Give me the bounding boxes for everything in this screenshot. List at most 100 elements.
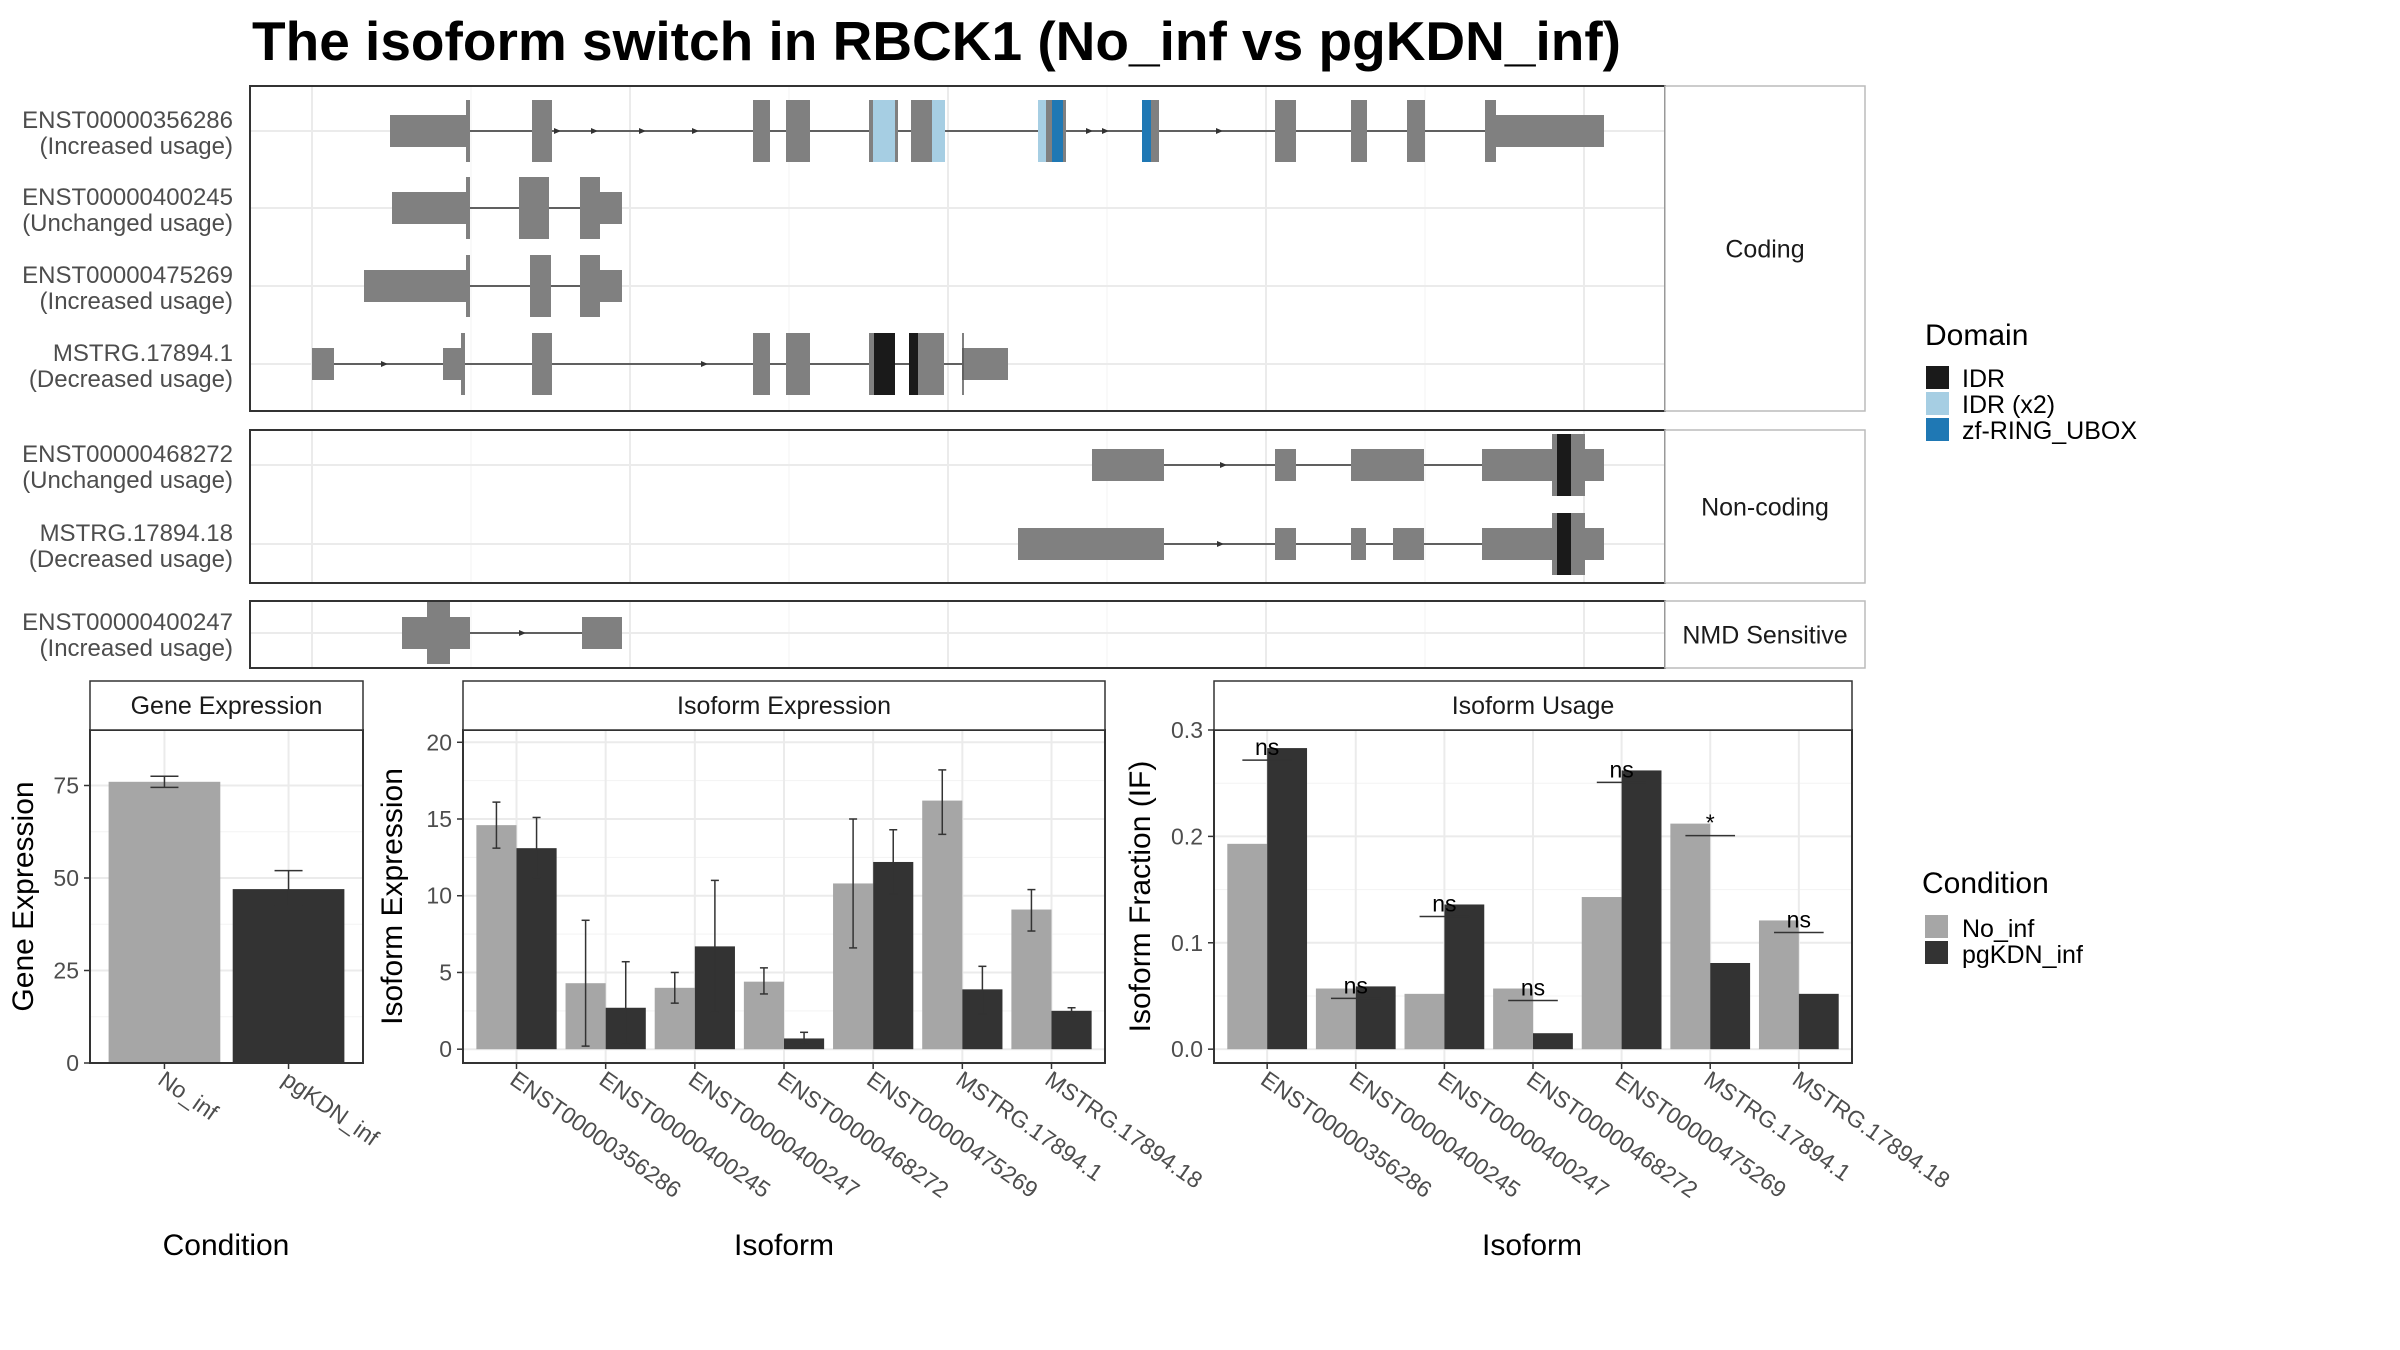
transcript-panel-nmd-sensitive: ENST00000400247(Increased usage) NMD Sens…: [22, 600, 1866, 669]
exon: [1585, 449, 1604, 481]
domain-idr: [874, 333, 895, 395]
direction-arrow: [381, 361, 388, 367]
exon: [911, 100, 932, 162]
exon: [600, 270, 622, 302]
exon: [1351, 100, 1367, 162]
chart-isoform-expression: Isoform Expression05101520ENST0000035628…: [376, 680, 1207, 1262]
exon: [786, 333, 810, 395]
transcript-usage-label: (Increased usage): [40, 133, 233, 160]
bar-no-inf-mstrg-17894-18: [1758, 920, 1799, 1050]
chart-strip: [89, 680, 364, 731]
exon: [1393, 528, 1424, 560]
direction-arrow: [692, 128, 699, 134]
exon: [312, 348, 334, 380]
transcript-row-enst00000356286: [390, 100, 1604, 162]
y-tick-label: 75: [53, 773, 79, 799]
exon: [1482, 528, 1552, 560]
bar-pgkdn-inf-enst00000356286: [1267, 748, 1308, 1050]
exon: [600, 192, 622, 224]
y-axis-title: Gene Expression: [7, 781, 40, 1011]
domain-idr: [1557, 434, 1571, 496]
significance-label: *: [1706, 810, 1715, 836]
y-tick-label: 15: [426, 806, 452, 832]
domain-idr-x2: [932, 100, 945, 162]
condition-legend-label-pgkdn-inf: pgKDN_inf: [1962, 941, 2083, 969]
transcript-id-label: ENST00000468272: [22, 441, 233, 468]
exon: [1351, 449, 1424, 481]
condition-legend-label-no-inf: No_inf: [1962, 915, 2034, 943]
direction-arrow: [1216, 128, 1223, 134]
bar-no-inf-mstrg-17894-1: [922, 800, 963, 1050]
exon: [466, 177, 470, 239]
transcript-usage-label: (Unchanged usage): [22, 467, 233, 494]
transcript-row-enst00000400247: [402, 602, 622, 664]
chart-title: Isoform Usage: [1452, 692, 1615, 720]
y-tick-label: 0: [439, 1036, 452, 1062]
bar-pgkdn-inf-enst00000468272: [1533, 1033, 1573, 1050]
exon: [532, 100, 552, 162]
chart-strip: [462, 680, 1106, 731]
bar-no-inf-enst00000468272: [1493, 988, 1533, 1050]
domain-legend: Domain IDR IDR (x2) zf-RING_UBOX: [1925, 319, 2137, 445]
chart-gene-expression: Gene Expression 0 25 50 75 No_inf pgKDN_inf Gen…: [7, 680, 384, 1262]
exon: [402, 617, 427, 649]
bar-no-inf-mstrg-17894-1: [1670, 823, 1711, 1050]
significance-label: ns: [1521, 975, 1545, 1001]
bar-pgkdn-inf-enst00000400245: [1355, 986, 1396, 1050]
exon: [1018, 528, 1164, 560]
exon: [1482, 449, 1552, 481]
exon: [532, 333, 552, 395]
panel-strip: [1664, 85, 1866, 412]
domain-zf-ring-ubox: [1052, 100, 1063, 162]
exon: [918, 333, 944, 395]
direction-arrow: [591, 128, 598, 134]
panel-strip: [1664, 600, 1866, 669]
domain-legend-label-idr: IDR: [1962, 365, 2005, 393]
transcript-row-enst00000475269: [364, 255, 622, 317]
bar-no-inf-enst00000356286: [476, 825, 517, 1050]
significance-label: ns: [1255, 734, 1279, 760]
exon: [1351, 528, 1366, 560]
exon: [753, 333, 770, 395]
y-tick-label: 0.2: [1171, 823, 1203, 849]
panel-strip-label: Coding: [1725, 236, 1804, 264]
x-axis-title: Isoform: [1482, 1229, 1582, 1262]
exon: [450, 617, 470, 649]
domain-zf-ring-ubox: [1142, 100, 1151, 162]
domain-legend-label-zf-ring-ubox: zf-RING_UBOX: [1962, 417, 2137, 445]
domain-idr-x2: [873, 100, 895, 162]
exon: [1585, 528, 1604, 560]
exon: [1046, 100, 1052, 162]
chart-title: Gene Expression: [131, 692, 323, 720]
exon: [962, 348, 1008, 380]
transcript-usage-label: (Decreased usage): [29, 546, 233, 573]
transcript-id-label: ENST00000356286: [22, 107, 233, 134]
transcript-row-mstrg-17894-18: [1018, 513, 1604, 575]
significance-label: ns: [1432, 890, 1456, 916]
bar-pgkdn-inf-mstrg-17894-1: [1710, 962, 1751, 1050]
domain-legend-swatch-idr: [1926, 366, 1949, 389]
panel-strip-label: NMD Sensitive: [1682, 622, 1847, 650]
transcript-panel-non-coding: ENST00000468272(Unchanged usage) MSTRG.17…: [22, 429, 1866, 584]
transcript-row-mstrg-17894-1: [312, 333, 1008, 395]
domain-idr-x2: [1038, 100, 1046, 162]
transcript-id-label: ENST00000400245: [22, 184, 233, 211]
x-axis-title: Condition: [163, 1229, 290, 1262]
x-tick-label: No_inf: [154, 1066, 224, 1126]
domain-legend-title: Domain: [1925, 319, 2028, 352]
exon: [461, 333, 465, 395]
domain-legend-swatch-idr-x2: [1926, 392, 1949, 415]
condition-legend: Condition No_inf pgKDN_inf: [1922, 867, 2083, 969]
condition-legend-title: Condition: [1922, 867, 2049, 900]
exon: [1552, 434, 1557, 496]
bar-no-inf-enst00000356286: [1227, 843, 1268, 1050]
exon: [1571, 434, 1585, 496]
direction-arrow: [639, 128, 646, 134]
bar-pgkdn-inf-mstrg-17894-18: [1051, 1010, 1092, 1050]
y-tick-label: 20: [426, 729, 452, 755]
exon: [1063, 100, 1066, 162]
bar-pgkdn-inf-enst00000356286: [516, 848, 557, 1050]
